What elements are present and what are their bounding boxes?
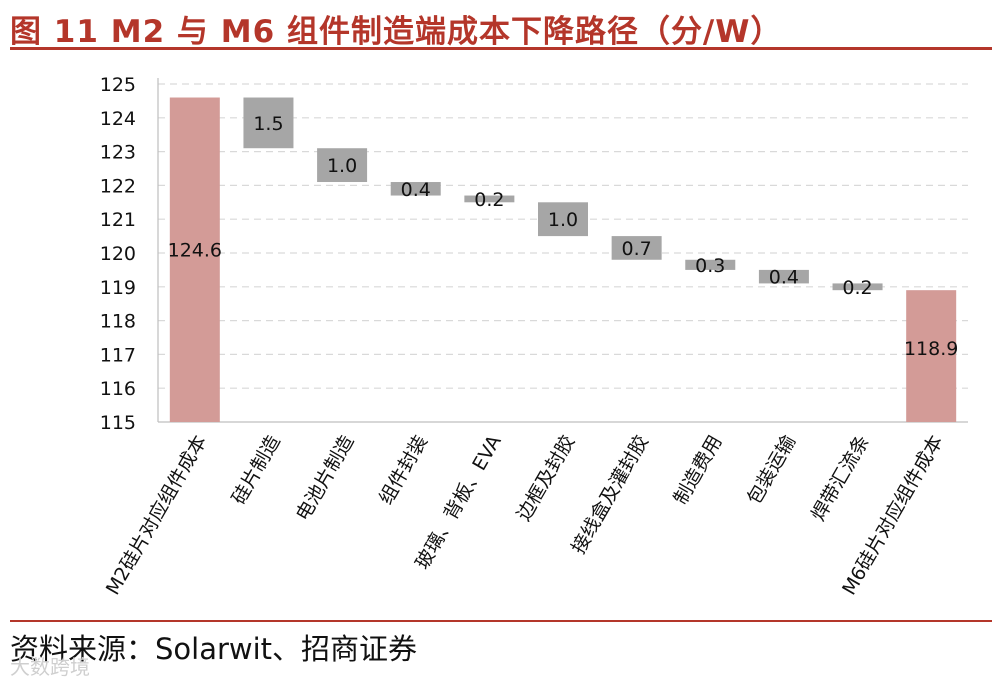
waterfall-chart: 115 116 117 118 119 120 121 122 123 124 125 124.6 1.… bbox=[100, 74, 968, 599]
data-label: 1.5 bbox=[253, 113, 283, 135]
data-label: 0.4 bbox=[769, 267, 799, 289]
data-label: 0.3 bbox=[695, 255, 725, 277]
bar bbox=[611, 236, 662, 260]
data-label: 0.2 bbox=[474, 189, 504, 211]
bar bbox=[832, 283, 883, 291]
page-title: 图 11 M2 与 M6 组件制造端成本下降路径（分/W） bbox=[10, 14, 783, 50]
y-tick-label: 120 bbox=[100, 243, 136, 265]
y-tick-label: 124 bbox=[100, 108, 136, 130]
bar bbox=[758, 269, 809, 284]
x-category-label: 边框及封胶 bbox=[513, 432, 580, 525]
bar bbox=[390, 182, 441, 196]
bar bbox=[243, 97, 294, 149]
title-divider bbox=[10, 47, 992, 50]
x-category-label: 硅片制造 bbox=[228, 432, 285, 509]
data-label: 124.6 bbox=[168, 240, 222, 262]
y-tick-label: 123 bbox=[100, 142, 136, 164]
y-tick-label: 117 bbox=[100, 344, 136, 366]
data-label: 0.4 bbox=[401, 179, 431, 201]
source-divider bbox=[10, 620, 992, 622]
bar bbox=[906, 290, 957, 422]
data-label: 0.7 bbox=[622, 238, 652, 260]
x-category-label: 制造费用 bbox=[670, 432, 727, 509]
bar bbox=[464, 195, 515, 203]
y-tick-label: 115 bbox=[100, 412, 136, 434]
bar bbox=[317, 148, 368, 183]
y-tick-label: 119 bbox=[100, 277, 136, 299]
x-category-label: 接线盒及灌封胶 bbox=[567, 432, 653, 558]
y-tick-label: 116 bbox=[100, 378, 136, 400]
data-label: 118.9 bbox=[904, 338, 958, 360]
y-tick-label: 125 bbox=[100, 74, 136, 96]
x-category-label: 包装运输 bbox=[743, 432, 800, 509]
y-tick-label: 122 bbox=[100, 175, 136, 197]
y-tick-label: 118 bbox=[100, 311, 136, 333]
watermark: 大数跨境 bbox=[10, 655, 90, 679]
x-category-label: 电池片制造 bbox=[292, 432, 359, 525]
x-category-label: M2硅片对应组件成本 bbox=[102, 432, 211, 599]
source-note: 资料来源：Solarwit、招商证券 bbox=[10, 632, 418, 666]
y-tick-label: 121 bbox=[100, 209, 136, 231]
data-label: 1.0 bbox=[327, 155, 357, 177]
x-category-label: 组件封装 bbox=[375, 432, 432, 509]
bar bbox=[169, 97, 220, 422]
data-label: 1.0 bbox=[548, 209, 578, 231]
bar bbox=[538, 202, 588, 237]
x-category-label: 焊带汇流条 bbox=[807, 432, 874, 525]
bar bbox=[685, 259, 736, 270]
data-label: 0.2 bbox=[842, 277, 872, 299]
